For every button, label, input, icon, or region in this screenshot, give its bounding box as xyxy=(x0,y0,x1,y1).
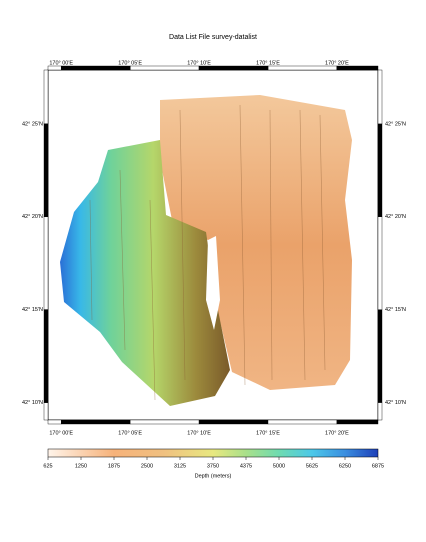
frame-band xyxy=(198,65,269,71)
lat-tick-label: 42° 20'N xyxy=(385,214,406,220)
colorbar-tick-label: 4375 xyxy=(240,463,252,469)
frame-band xyxy=(43,123,49,217)
frame-band xyxy=(377,216,383,310)
colorbar-tick-label: 3125 xyxy=(174,463,186,469)
lat-tick-label: 42° 15'N xyxy=(385,307,406,313)
colorbar-tick-label: 3750 xyxy=(207,463,219,469)
lon-tick-label: 170° 20'E xyxy=(325,60,349,66)
frame-band xyxy=(61,419,131,425)
lon-tick-label: 170° 05'E xyxy=(118,430,142,436)
colorbar-tick-label: 1875 xyxy=(108,463,120,469)
colorbar-tick-label: 6250 xyxy=(339,463,351,469)
lon-tick-label: 170° 10'E xyxy=(187,60,211,66)
frame-band xyxy=(43,402,49,421)
lon-tick-label: 170° 00'E xyxy=(49,430,73,436)
data-gap xyxy=(206,236,220,330)
lon-tick-label: 170° 00'E xyxy=(49,60,73,66)
swath-texture xyxy=(89,104,326,401)
lon-tick-label: 170° 15'E xyxy=(256,430,280,436)
lon-tick-label: 170° 15'E xyxy=(256,60,280,66)
frame-band xyxy=(377,69,383,125)
lat-tick-label: 42° 15'N xyxy=(22,307,43,313)
lon-tick-label: 170° 05'E xyxy=(118,60,142,66)
frame-band xyxy=(129,65,200,71)
frame-band xyxy=(377,309,383,403)
colorbar-label: Depth (meters) xyxy=(195,473,232,479)
colorbar-tick-label: 625 xyxy=(43,463,52,469)
frame-band xyxy=(377,123,383,217)
frame-band xyxy=(267,419,338,425)
colorbar-tick-label: 5000 xyxy=(273,463,285,469)
frame-band xyxy=(336,65,379,71)
frame-band xyxy=(43,309,49,403)
lon-tick-label: 170° 20'E xyxy=(325,430,349,436)
frame-band xyxy=(198,419,269,425)
colorbar-tick-label: 5625 xyxy=(306,463,318,469)
bathymetry xyxy=(60,95,352,406)
frame-band xyxy=(267,65,338,71)
colorbar-tick-label: 2500 xyxy=(141,463,153,469)
lon-tick-label: 170° 10'E xyxy=(187,430,211,436)
frame-band xyxy=(43,216,49,310)
lat-tick-label: 42° 10'N xyxy=(385,400,406,406)
frame-band xyxy=(47,419,62,425)
colorbar-tick-label: 1250 xyxy=(75,463,87,469)
lat-tick-label: 42° 25'N xyxy=(22,121,43,127)
lat-tick-label: 42° 10'N xyxy=(22,400,43,406)
frame-band xyxy=(47,65,62,71)
lat-tick-label: 42° 20'N xyxy=(22,214,43,220)
lat-tick-label: 42° 25'N xyxy=(385,121,406,127)
map-title: Data List File survey-datalist xyxy=(169,34,257,41)
survey-west xyxy=(60,140,230,406)
frame-band xyxy=(129,419,200,425)
colorbar-tick-label: 6875 xyxy=(372,463,384,469)
frame-band xyxy=(43,69,49,125)
frame-band xyxy=(61,65,131,71)
colorbar xyxy=(47,448,379,458)
frame-band xyxy=(377,402,383,421)
frame-band xyxy=(336,419,379,425)
